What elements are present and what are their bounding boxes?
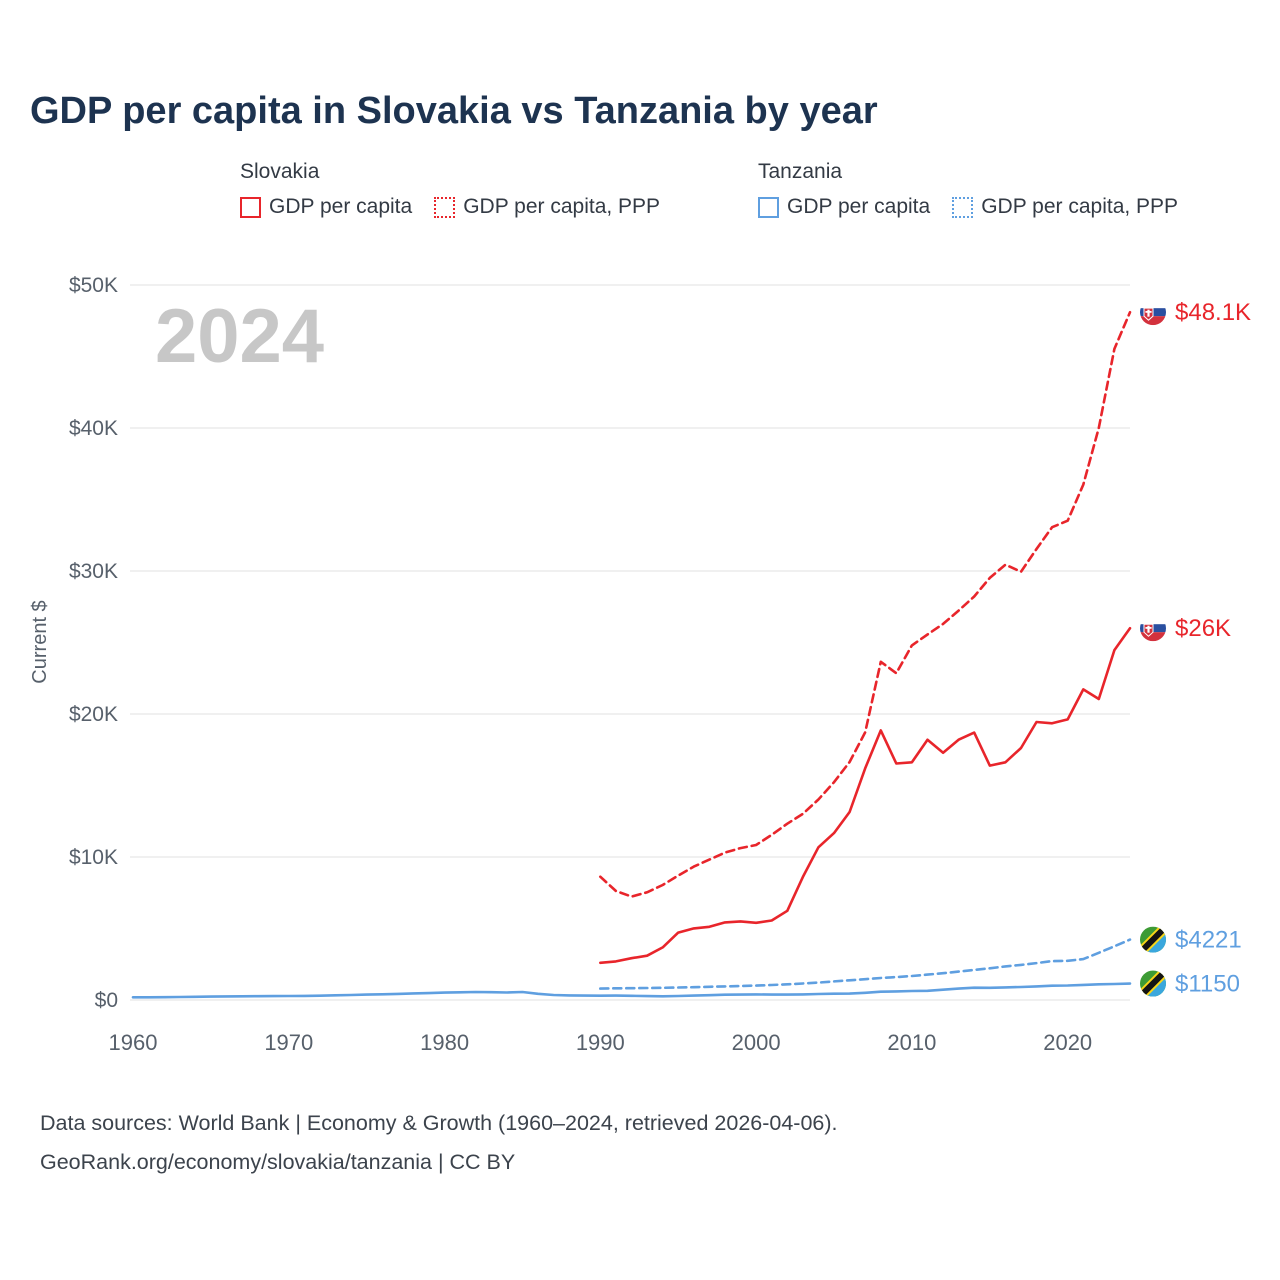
line-chart-plot: $0 $10K $20K $30K $40K $50K 1960 1970 1980 1990 20… [29, 274, 1251, 1055]
series-line-slovakia-gdp-ppp [599, 310, 1132, 898]
slovakia-flag-icon [1140, 299, 1166, 326]
legend-item-tanzania-gdp-ppp: GDP per capita, PPP [952, 195, 1178, 219]
tanzania-flag-icon [1140, 970, 1166, 997]
solid-line-swatch-icon [758, 196, 779, 218]
legend-item-slovakia-gdp-ppp: GDP per capita, PPP [434, 195, 660, 219]
dotted-line-swatch-icon [952, 196, 974, 218]
y-tick-label: $30K [69, 560, 118, 583]
y-tick-label: $40K [69, 417, 118, 440]
legend-country-tanzania: Tanzania [758, 160, 843, 183]
legend-item-label: GDP per capita [787, 195, 931, 218]
legend-item-label: GDP per capita, PPP [463, 195, 661, 218]
footer-data-sources: Data sources: World Bank | Economy & Gro… [40, 1111, 838, 1135]
x-tick-label: 1980 [420, 1030, 469, 1055]
slovakia-flag-icon [1140, 615, 1166, 642]
watermark-year: 2024 [155, 294, 324, 379]
legend-group-slovakia: Slovakia GDP per capita GDP per capita, … [240, 160, 660, 219]
dotted-line-swatch-icon [434, 196, 456, 218]
x-tick-label: 2000 [732, 1030, 781, 1055]
y-tick-label: $10K [69, 846, 118, 869]
x-tick-label: 2020 [1043, 1030, 1092, 1055]
legend-country-slovakia: Slovakia [240, 160, 320, 183]
y-axis-title: Current $ [29, 600, 51, 683]
y-tick-label: $50K [69, 274, 118, 297]
legend-item-slovakia-gdp: GDP per capita [240, 195, 412, 219]
x-tick-label: 1970 [264, 1030, 313, 1055]
x-tick-label: 2010 [887, 1030, 936, 1055]
legend-item-tanzania-gdp: GDP per capita [758, 195, 930, 219]
tanzania-flag-icon [1140, 926, 1166, 953]
y-tick-label: $20K [69, 703, 118, 726]
x-tick-label: 1990 [576, 1030, 625, 1055]
end-value-label-tanzania-gdp: $1150 [1175, 971, 1240, 998]
series-line-tanzania-gdp-ppp [599, 938, 1132, 990]
end-value-label-tanzania-gdp-ppp: $4221 [1175, 927, 1242, 954]
y-tick-label: $0 [95, 989, 118, 1012]
end-value-label-slovakia-gdp: $26K [1175, 615, 1231, 642]
legend-item-label: GDP per capita, PPP [981, 195, 1179, 218]
footer: Data sources: World Bank | Economy & Gro… [40, 1104, 838, 1182]
footer-attribution: GeoRank.org/economy/slovakia/tanzania | … [40, 1150, 516, 1174]
legend-group-tanzania: Tanzania GDP per capita GDP per capita, … [758, 160, 1178, 219]
x-tick-label: 1960 [109, 1030, 158, 1055]
series-line-slovakia-gdp [599, 626, 1132, 965]
legend-item-label: GDP per capita [269, 195, 413, 218]
series-line-tanzania-gdp [131, 982, 1132, 999]
solid-line-swatch-icon [240, 196, 261, 218]
end-value-label-slovakia-gdp-ppp: $48.1K [1175, 299, 1251, 326]
chart-title: GDP per capita in Slovakia vs Tanzania b… [30, 90, 878, 132]
